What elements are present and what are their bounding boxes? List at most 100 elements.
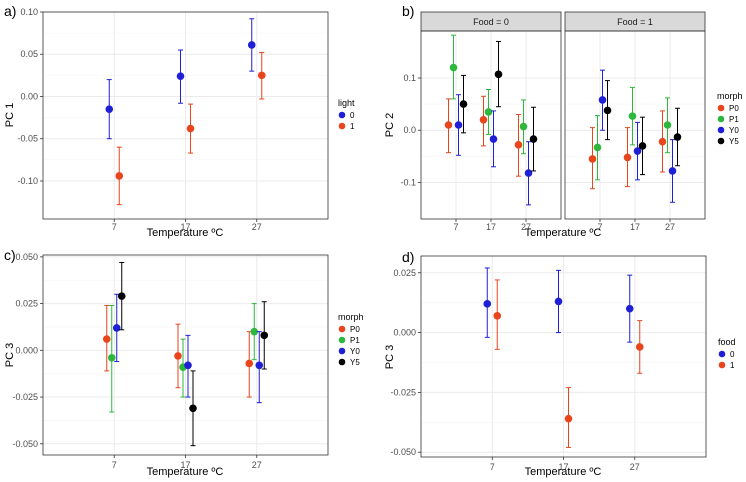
x-tick-label: 27	[252, 460, 262, 470]
y-tick-label: 0.05	[20, 49, 38, 59]
x-tick-label: 17	[630, 222, 640, 232]
x-tick-label: 27	[521, 222, 531, 232]
data-point	[638, 142, 647, 150]
data-point	[459, 100, 468, 108]
legend-label: 1	[350, 122, 355, 131]
data-point	[247, 41, 256, 49]
y-tick-label: -0.050	[12, 439, 38, 449]
data-point	[514, 141, 523, 149]
x-axis-title: Temperature ºC	[525, 466, 602, 478]
x-tick-label: 17	[486, 222, 496, 232]
y-axis-title: PC 3	[4, 343, 16, 367]
x-tick-label: 17	[558, 462, 568, 472]
data-point	[494, 70, 503, 79]
data-point	[658, 137, 667, 146]
data-point	[668, 167, 677, 175]
x-tick-label: 17	[180, 222, 190, 232]
x-tick-label: 7	[112, 460, 117, 470]
facet-strip-label: Food = 1	[617, 17, 653, 27]
legend-title: morph	[338, 312, 364, 322]
legend-label: 0	[350, 111, 355, 120]
y-tick-label: -0.025	[390, 387, 416, 397]
data-point	[564, 414, 573, 423]
data-point	[107, 354, 116, 362]
y-tick-label: -0.1	[400, 177, 416, 187]
x-tick-label: 7	[453, 222, 458, 232]
y-tick-label: 0.00	[20, 91, 38, 101]
data-point	[554, 297, 563, 306]
legend-label: Y0	[729, 126, 739, 135]
x-tick-label: 17	[180, 460, 190, 470]
data-point	[250, 327, 259, 336]
data-point	[623, 153, 632, 162]
data-point	[257, 71, 266, 80]
legend-key	[717, 126, 725, 134]
x-tick-label: 27	[630, 462, 640, 472]
data-point	[444, 121, 453, 129]
data-point	[255, 361, 264, 370]
x-axis-title: Temperature ºC	[147, 227, 224, 239]
data-point	[524, 169, 533, 177]
y-tick-label: 0.000	[15, 345, 38, 355]
legend-title: morph	[717, 91, 743, 101]
data-point	[115, 172, 124, 180]
legend-title: food	[718, 337, 736, 347]
y-tick-label: -0.025	[12, 392, 38, 402]
data-point	[479, 115, 488, 124]
y-tick-label: -0.050	[390, 447, 416, 457]
y-tick-label: 0.050	[15, 252, 38, 262]
data-point	[603, 106, 612, 115]
legend-key	[717, 104, 725, 112]
legend-title: light	[338, 98, 355, 108]
data-point	[663, 121, 672, 129]
y-axis-title: PC 1	[4, 103, 16, 127]
data-point	[588, 155, 597, 163]
panel-label: b)	[402, 3, 414, 19]
data-point	[598, 96, 607, 104]
legend-key	[718, 350, 726, 358]
legend-label: P0	[729, 104, 739, 113]
data-point	[245, 359, 254, 368]
data-point	[673, 133, 682, 141]
data-point	[635, 343, 644, 351]
data-point	[260, 331, 269, 340]
y-tick-label: 0.025	[15, 299, 38, 309]
legend-label: Y5	[729, 137, 739, 146]
x-tick-label: 7	[112, 222, 117, 232]
data-point	[117, 292, 126, 300]
legend-label: 0	[730, 350, 735, 359]
data-point	[519, 122, 528, 131]
data-point	[102, 335, 111, 343]
legend-key	[338, 111, 346, 119]
x-axis-title: Temperature ºC	[525, 227, 602, 239]
legend-label: P1	[729, 115, 739, 124]
data-point	[633, 147, 642, 155]
data-point	[189, 404, 197, 413]
legend-label: 1	[730, 361, 735, 370]
legend-key	[338, 347, 346, 355]
y-tick-label: 0.1	[403, 73, 416, 83]
panel-label: a)	[4, 3, 16, 19]
legend-key	[717, 137, 725, 145]
x-tick-label: 7	[597, 222, 602, 232]
data-point	[529, 135, 538, 143]
y-tick-label: 0.000	[393, 328, 416, 338]
legend-key	[338, 325, 346, 333]
y-tick-label: -0.10	[17, 176, 38, 186]
x-tick-label: 27	[665, 222, 675, 232]
legend-label: P1	[350, 336, 360, 345]
data-point	[184, 361, 192, 370]
data-point	[489, 135, 498, 143]
legend-key	[338, 336, 346, 344]
legend-key	[717, 115, 725, 123]
data-point	[628, 112, 637, 120]
data-point	[449, 63, 458, 72]
y-tick-label: 0.10	[20, 7, 38, 17]
data-point	[174, 352, 182, 360]
legend-label: Y0	[350, 347, 360, 356]
y-tick-label: 0.0	[403, 125, 416, 135]
data-point	[176, 72, 185, 81]
legend-key	[338, 122, 346, 130]
legend-key	[718, 361, 726, 369]
